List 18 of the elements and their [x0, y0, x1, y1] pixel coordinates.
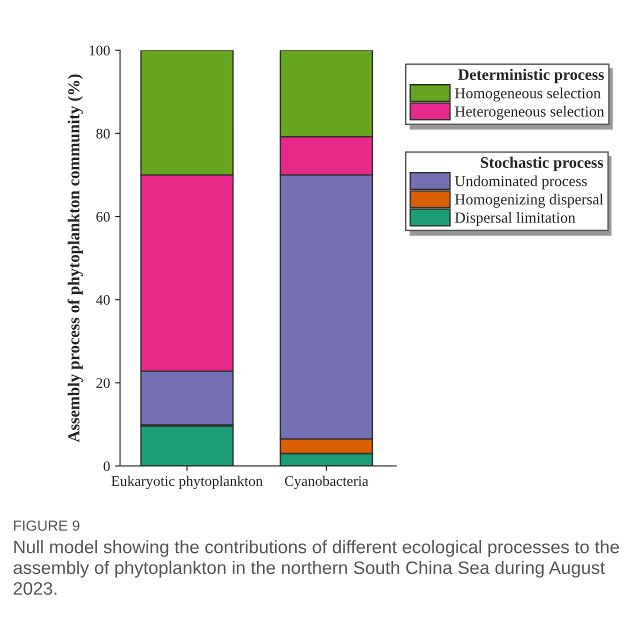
legend-label: Dispersal limitation — [455, 212, 576, 226]
legend-label: Homogeneous selection — [455, 88, 601, 102]
y-tick-label: 20 — [96, 378, 110, 388]
text: Deterministic process — [458, 68, 604, 84]
x-tick-label: Cyanobacteria — [284, 476, 368, 489]
legend-label: Undominated process — [454, 176, 587, 190]
legend-label: Heterogeneous selection — [455, 106, 604, 120]
y-axis-title: Assembly process of phytoplankton community (%) — [68, 74, 83, 442]
y-tick-label: 40 — [96, 295, 110, 305]
text: Null model showing the contributions of different ecological processes to the assembly of phytoplankton in the northern South China Sea during August 2023. — [14, 540, 619, 595]
y-tick-label: 100 — [90, 46, 110, 56]
x-tick-label: Eukaryotic phytoplankton — [111, 476, 263, 489]
y-tick-label: 60 — [96, 212, 110, 222]
legend-label: Homogenizing dispersal — [455, 194, 604, 208]
y-tick-label: 80 — [96, 128, 110, 139]
text: Stochastic process — [480, 156, 604, 172]
caption: FIGURE 9 — [14, 520, 80, 531]
y-tick-label: 0 — [104, 461, 110, 472]
